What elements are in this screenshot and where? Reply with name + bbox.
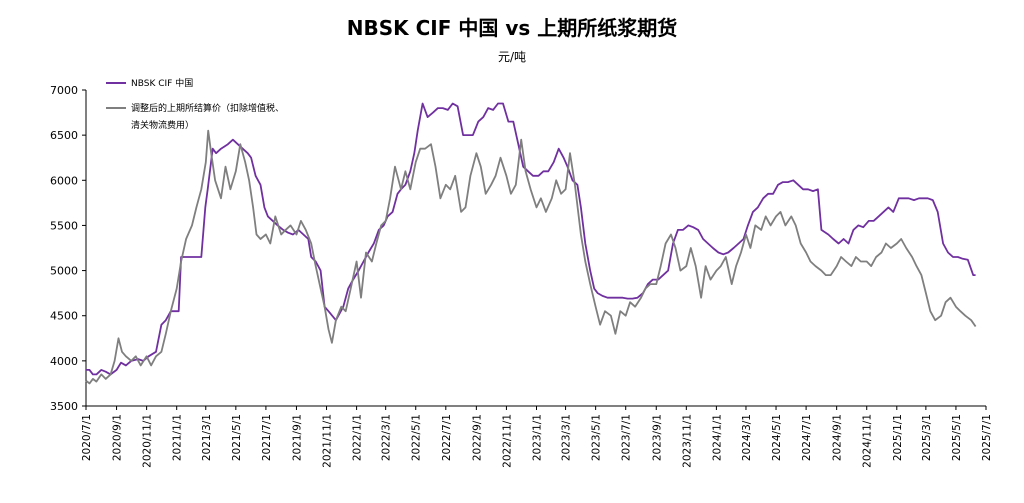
x-tick-label: 2024/3/1 (741, 414, 753, 461)
x-tick-label: 2020/11/1 (142, 414, 154, 468)
x-tick-label: 2022/1/1 (352, 414, 364, 461)
x-tick-label: 2022/11/1 (501, 414, 513, 468)
x-tick-label: 2022/5/1 (411, 414, 423, 461)
x-tick-label: 2025/5/1 (951, 414, 963, 461)
y-tick-labels: 3500 4000 4500 5000 5500 6000 6500 7000 (50, 84, 78, 413)
x-tick-label: 2023/9/1 (651, 414, 663, 461)
x-tick-label: 2021/7/1 (261, 414, 273, 461)
y-tick-label: 7000 (50, 84, 78, 97)
series-line-1 (86, 102, 976, 376)
x-tick-label: 2024/11/1 (862, 414, 874, 468)
y-tick-label: 4000 (50, 355, 78, 368)
x-tick-label: 2023/5/1 (591, 414, 603, 461)
x-tick-labels: 2020/7/1 2020/9/1 2020/11/1 2021/1/1 2021/3/… (81, 414, 993, 468)
y-tick-label: 6000 (50, 174, 78, 187)
x-tick-label: 2023/11/1 (681, 414, 693, 468)
x-tick-label: 2022/3/1 (381, 414, 393, 461)
legend-label-2: 清关物流费用） (131, 119, 194, 131)
x-tick-label: 2021/1/1 (172, 414, 184, 461)
x-tick-label: 2022/9/1 (471, 414, 483, 461)
axes (82, 89, 987, 410)
x-tick-label: 2025/3/1 (921, 414, 933, 461)
x-tick-label: 2024/9/1 (832, 414, 844, 461)
x-tick-label: 2024/5/1 (771, 414, 783, 461)
legend-label-2: 调整后的上期所结算价（扣除增值税、 (131, 102, 284, 114)
x-tick-label: 2023/7/1 (621, 414, 633, 461)
x-tick-label: 2023/1/1 (531, 414, 543, 461)
y-tick-label: 4500 (50, 310, 78, 323)
x-tick-label: 2023/3/1 (561, 414, 573, 461)
legend-label-1: NBSK CIF 中国 (131, 77, 193, 89)
chart-unit-label: 元/吨 (497, 50, 527, 64)
x-tick-label: 2025/1/1 (892, 414, 904, 461)
y-tick-label: 5000 (50, 265, 78, 278)
series-line-2 (85, 129, 977, 385)
y-tick-label: 5500 (50, 219, 78, 232)
x-tick-label: 2021/5/1 (231, 414, 243, 461)
series-layer (85, 102, 977, 385)
x-tick-label: 2021/9/1 (291, 414, 303, 461)
x-tick-label: 2025/7/1 (981, 414, 993, 461)
x-tick-label: 2020/7/1 (81, 414, 93, 461)
x-tick-label: 2020/9/1 (112, 414, 124, 461)
x-tick-label: 2021/3/1 (201, 414, 213, 461)
x-tick-label: 2021/11/1 (322, 414, 334, 468)
x-tick-label: 2024/7/1 (801, 414, 813, 461)
x-tick-label: 2022/7/1 (441, 414, 453, 461)
y-tick-label: 3500 (50, 400, 78, 413)
x-tick-label: 2024/1/1 (711, 414, 723, 461)
y-tick-label: 6500 (50, 129, 78, 142)
chart-title: NBSK CIF 中国 vs 上期所纸浆期货 (346, 16, 678, 40)
